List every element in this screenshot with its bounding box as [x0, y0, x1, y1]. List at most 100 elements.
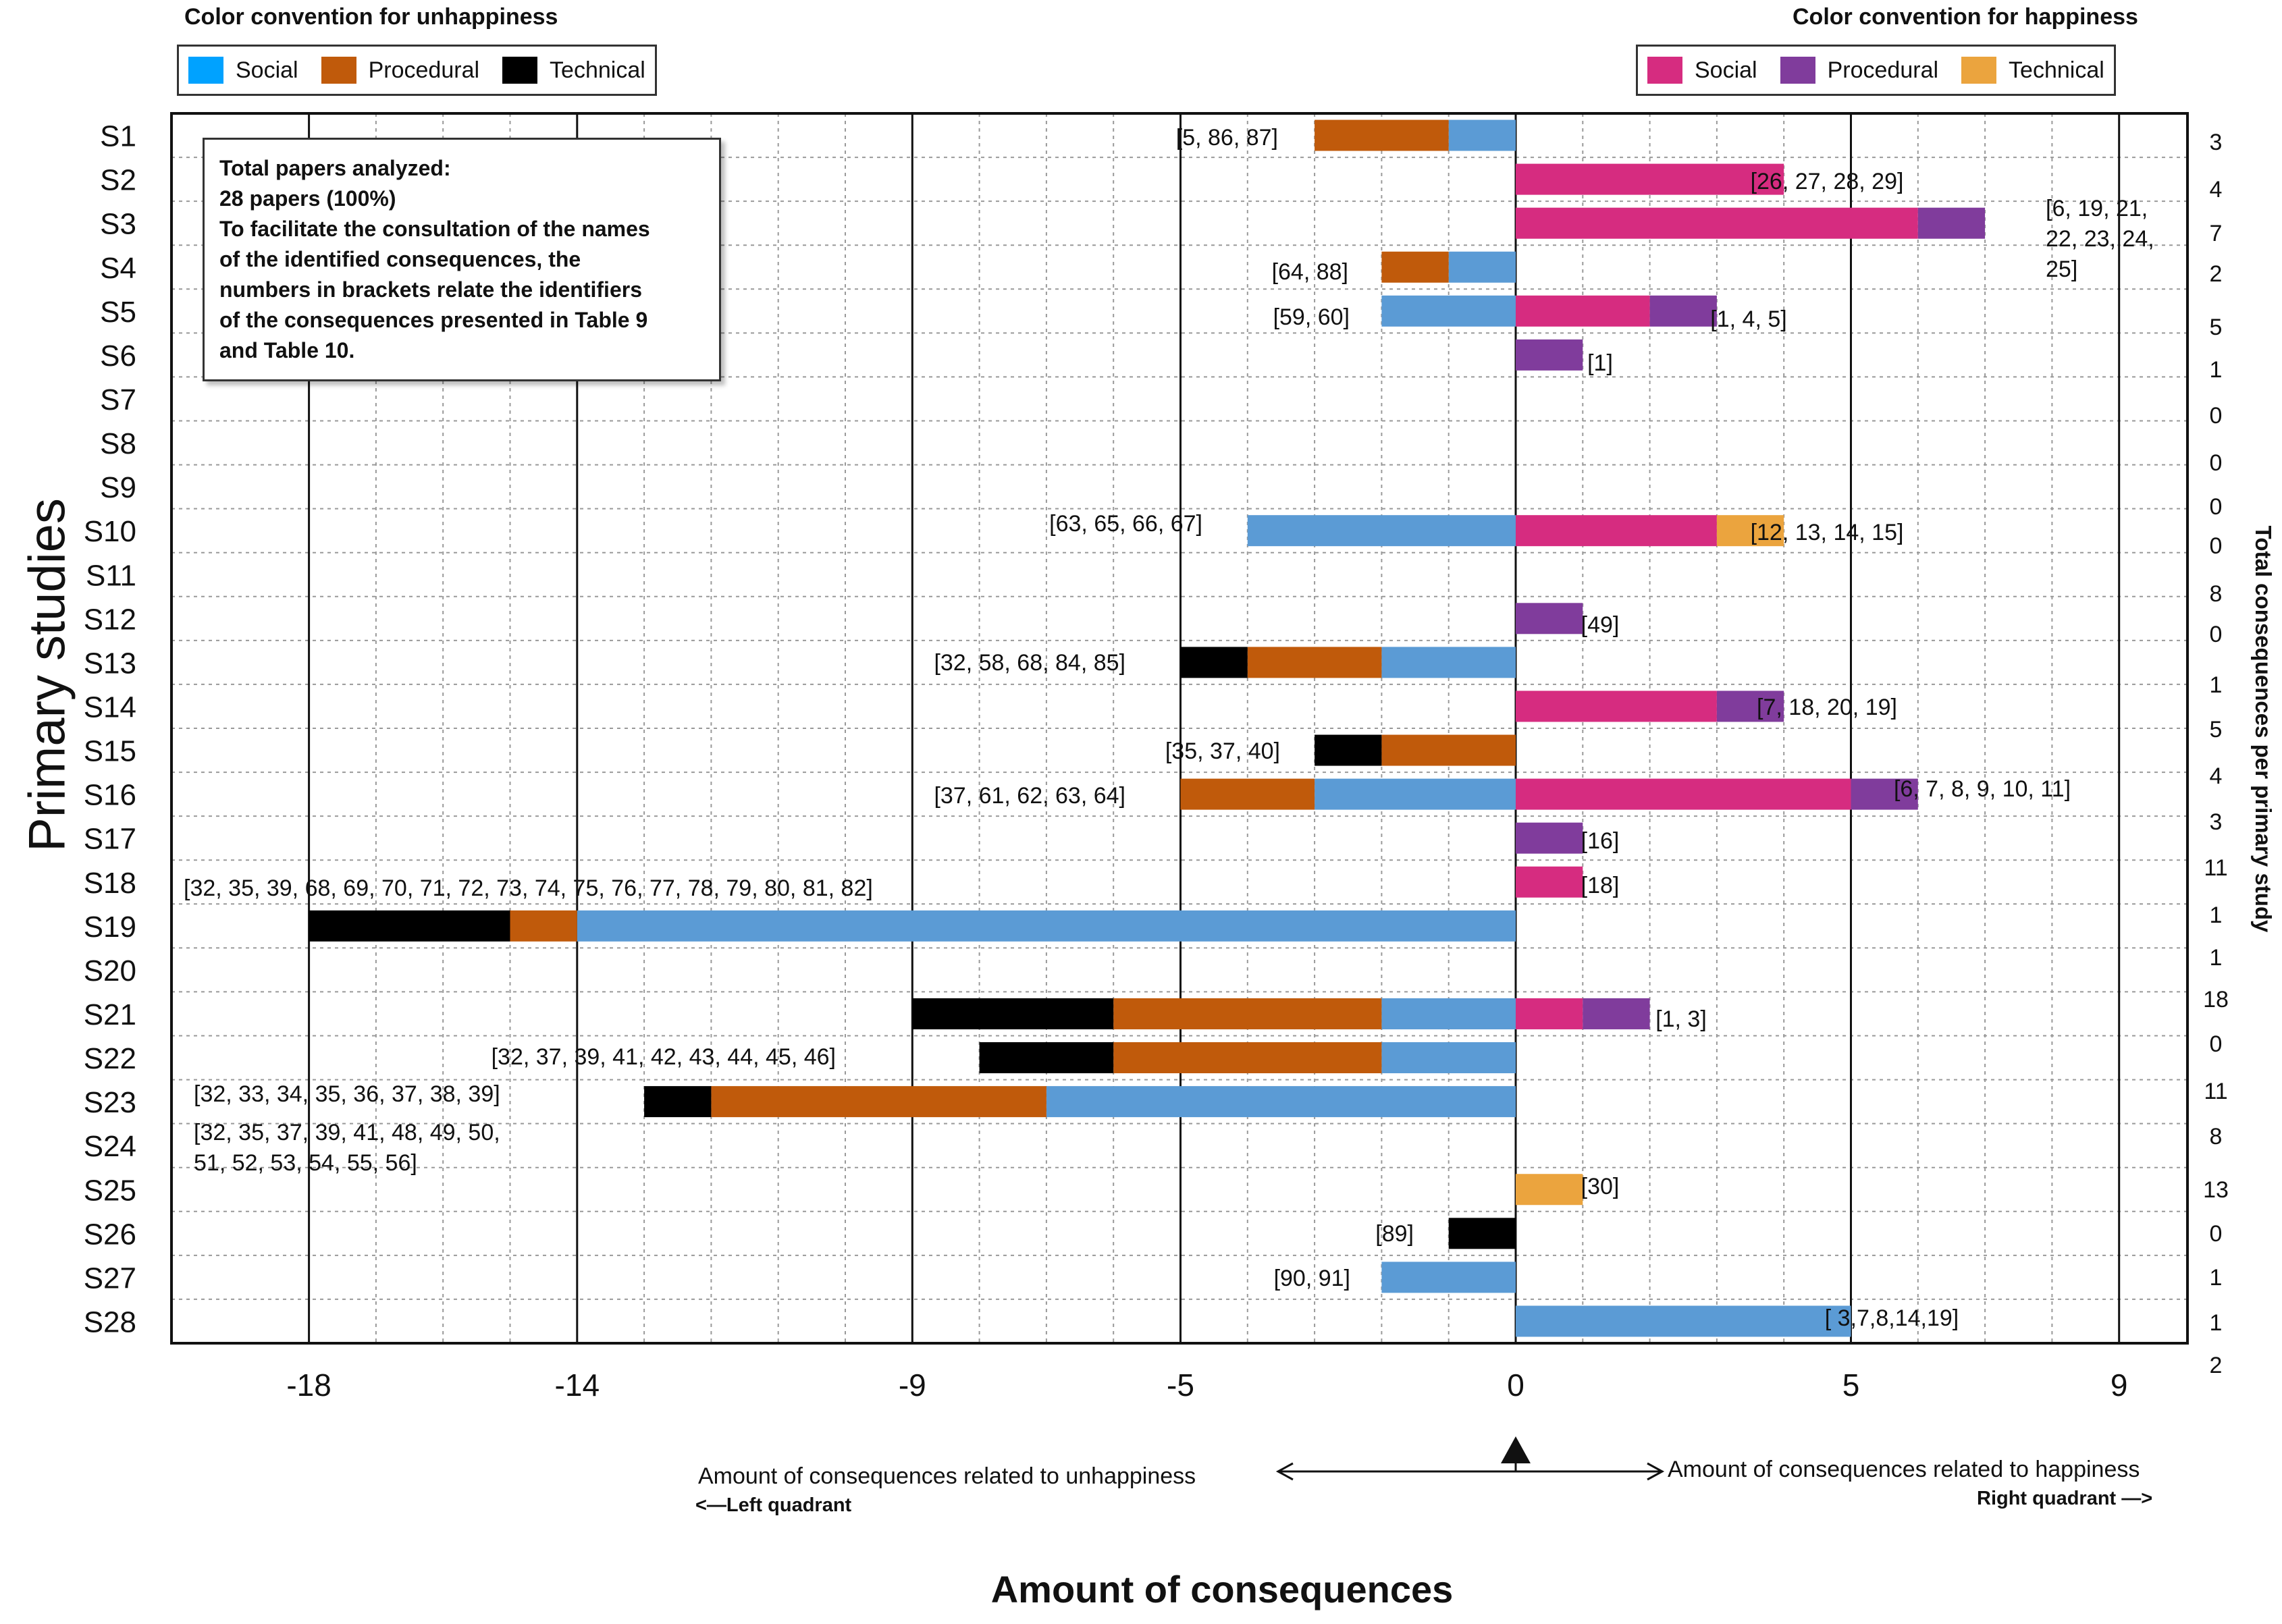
left-arrow-label: Amount of consequences related to unhapp… [698, 1463, 1196, 1489]
right-bracket-label: [12, 13, 14, 15] [1751, 520, 1904, 545]
bar-segment [1851, 778, 1918, 810]
info-line: of the consequences presented in Table 9 [219, 308, 648, 332]
total-label: 0 [2210, 1221, 2223, 1247]
y-tick-label: S26 [84, 1218, 136, 1251]
total-label: 1 [2210, 902, 2223, 928]
legend-label: Social [236, 57, 298, 83]
total-label: 0 [2210, 1031, 2223, 1057]
bar-segment [979, 1042, 1114, 1074]
y-tick-label: S4 [100, 252, 136, 285]
y-tick-label: S7 [100, 383, 136, 416]
y-tick-label: S11 [86, 559, 136, 592]
bar-segment [1516, 778, 1851, 810]
right-bracket-label: [49] [1581, 612, 1620, 638]
left-bracket-label: [89] [1375, 1221, 1414, 1247]
bar-segment [510, 910, 577, 942]
bar-segment [1516, 163, 1784, 195]
legend-item: Procedural [1780, 57, 1938, 84]
legend-swatch [1780, 57, 1815, 84]
total-label: 7 [2210, 221, 2223, 246]
y-tick-label: S17 [84, 823, 136, 856]
x-tick-label: -9 [899, 1368, 926, 1403]
bar-segment [1516, 691, 1717, 722]
info-line: To facilitate the consultation of the na… [219, 217, 650, 241]
bar-segment [1516, 1174, 1583, 1206]
right-axis-title: Total consequences per primary study [2251, 525, 2276, 933]
left-bracket-label: [32, 35, 37, 39, 41, 48, 49, 50, [194, 1120, 500, 1145]
legend-item: Technical [1961, 57, 2104, 84]
bar-segment [1315, 119, 1449, 151]
total-label: 11 [2204, 855, 2227, 881]
x-tick-label: 5 [1842, 1368, 1860, 1403]
left-quadrant-label: <—Left quadrant [695, 1494, 852, 1516]
right-bracket-label: [1, 3] [1655, 1006, 1707, 1032]
total-label: 1 [2210, 1310, 2223, 1336]
left-bracket-label: [35, 37, 40] [1165, 738, 1280, 764]
legend-label: Technical [2009, 57, 2104, 83]
total-label: 11 [2204, 1079, 2227, 1104]
right-bracket-label: [18] [1581, 873, 1620, 898]
bar-segment [1516, 207, 1918, 239]
bar-segment [1516, 1305, 1851, 1337]
legend-swatch [1961, 57, 1997, 84]
x-tick-label: -14 [555, 1368, 600, 1403]
left-bracket-label: [90, 91] [1274, 1266, 1350, 1291]
bar-segment [1113, 998, 1382, 1029]
total-label: 4 [2210, 177, 2223, 202]
total-label: 4 [2210, 763, 2223, 789]
y-tick-label: S24 [84, 1130, 136, 1163]
right-bracket-label: [6, 19, 21, [2046, 196, 2148, 221]
y-tick-label: S12 [84, 603, 136, 636]
x-tick-label: -5 [1167, 1368, 1194, 1403]
right-bracket-label: [1] [1587, 350, 1613, 376]
bar-segment [1649, 295, 1717, 327]
bar-segment [1516, 603, 1583, 634]
x-tick-label: 0 [1507, 1368, 1524, 1403]
y-tick-label: S28 [84, 1305, 136, 1338]
total-label: 5 [2210, 315, 2223, 340]
bar-segment [1516, 998, 1583, 1029]
total-label: 3 [2210, 130, 2223, 155]
arrow-left-icon [1275, 1462, 1294, 1481]
legend-swatch [321, 57, 356, 84]
y-tick-label: S1 [100, 120, 136, 153]
bar-segment [912, 998, 1114, 1029]
total-label: 8 [2210, 1124, 2223, 1149]
y-tick-label: S6 [100, 340, 136, 373]
legend-label: Procedural [1827, 57, 1939, 83]
total-label: 1 [2210, 672, 2223, 698]
bar-segment [577, 910, 1516, 942]
legend-happiness-title: Color convention for happiness [1793, 4, 2138, 30]
bar-segment [1448, 119, 1516, 151]
y-tick-label: S18 [84, 867, 136, 900]
left-bracket-label: [64, 88] [1272, 259, 1348, 285]
total-label: 0 [2210, 403, 2223, 429]
total-label: 5 [2210, 717, 2223, 742]
bar-segment [1516, 295, 1650, 327]
left-bracket-label: 51, 52, 53, 54, 55, 56] [194, 1150, 417, 1176]
y-tick-label: S23 [84, 1086, 136, 1119]
total-label: 1 [2210, 945, 2223, 971]
bar-segment [1381, 1262, 1516, 1293]
bar-segment [1180, 647, 1248, 678]
y-tick-label: S15 [84, 735, 136, 768]
bar-segment [1247, 647, 1382, 678]
y-tick-label: S3 [100, 208, 136, 241]
x-tick-label: 9 [2111, 1368, 2128, 1403]
bar-segment [1315, 734, 1382, 766]
legend-unhappiness-title: Color convention for unhappiness [184, 4, 558, 30]
legend-item: Procedural [321, 57, 479, 84]
legend-happiness: Social Procedural Technical [1636, 45, 2116, 96]
y-tick-label: S10 [84, 515, 136, 548]
bar-segment [1381, 295, 1516, 327]
y-tick-label: S9 [100, 471, 136, 504]
bar-segment [1716, 515, 1784, 547]
y-tick-label: S21 [84, 998, 136, 1031]
y-axis-title: Primary studies [18, 498, 76, 852]
bar-segment [1113, 1042, 1382, 1074]
legend-item: Technical [502, 57, 645, 84]
x-axis-title: Amount of consequences [990, 1568, 1454, 1611]
bar-segment [1516, 866, 1583, 898]
total-label: 1 [2210, 1265, 2223, 1291]
legend-item: Social [188, 57, 298, 84]
